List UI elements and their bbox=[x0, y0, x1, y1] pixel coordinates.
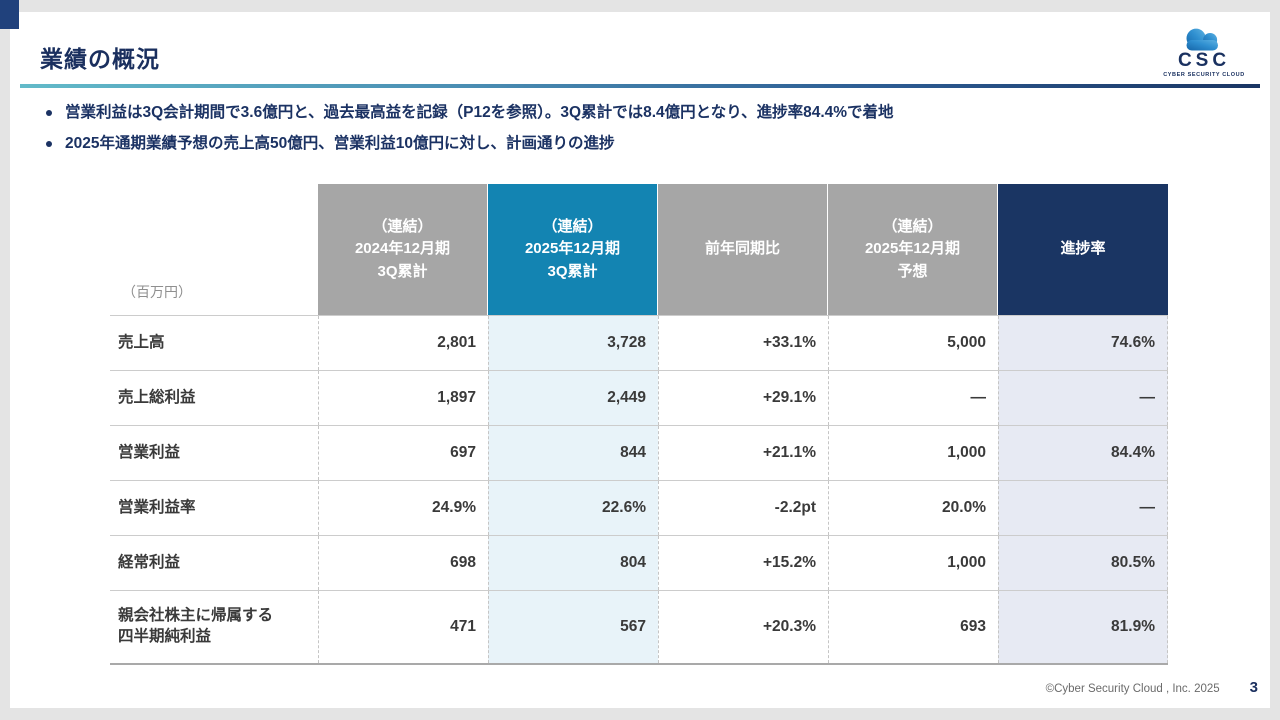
row-label: 売上総利益 bbox=[118, 388, 196, 406]
cell-value: 1,000 bbox=[828, 426, 998, 480]
financial-results-table: （百万円） （連結） 2024年12月期 3Q累計 （連結） 2025年12月期… bbox=[110, 184, 1168, 665]
cell-value: 3,728 bbox=[488, 316, 658, 370]
cell-value: 698 bbox=[318, 536, 488, 590]
cell-value: 84.4% bbox=[998, 426, 1168, 480]
bullet-text: 営業利益は3Q会計期間で3.6億円と、過去最高益を記録（P12を参照）。3Q累計… bbox=[65, 104, 894, 121]
slide: 業績の概況 CSC CYBER SECURITY CLOUD 営業利益は3Q会計… bbox=[10, 12, 1270, 708]
bullet-dot bbox=[46, 141, 52, 147]
bullet-item: 2025年通期業績予想の売上高50億円、営業利益10億円に対し、計画通りの進捗 bbox=[40, 133, 894, 155]
cell-value: +29.1% bbox=[658, 371, 828, 425]
cell-value: 804 bbox=[488, 536, 658, 590]
page-title: 業績の概況 bbox=[40, 46, 160, 72]
row-label: 営業利益 bbox=[118, 443, 181, 461]
cell-value: 1,897 bbox=[318, 371, 488, 425]
row-label: 親会社株主に帰属する 四半期純利益 bbox=[118, 607, 274, 645]
column-header-yoy: 前年同期比 bbox=[658, 184, 828, 315]
table-row: 営業利益率 24.9% 22.6% -2.2pt 20.0% — bbox=[110, 480, 1168, 535]
table-row: 売上総利益 1,897 2,449 +29.1% — — bbox=[110, 370, 1168, 425]
cell-value: -2.2pt bbox=[658, 481, 828, 535]
cell-value: 74.6% bbox=[998, 316, 1168, 370]
cell-value: 1,000 bbox=[828, 536, 998, 590]
cell-value: 24.9% bbox=[318, 481, 488, 535]
table-row: 親会社株主に帰属する 四半期純利益 471 567 +20.3% 693 81.… bbox=[110, 590, 1168, 665]
cell-value: 693 bbox=[828, 591, 998, 663]
cell-value: 5,000 bbox=[828, 316, 998, 370]
corner-accent-square bbox=[0, 0, 19, 29]
company-logo: CSC CYBER SECURITY CLOUD bbox=[1162, 26, 1246, 78]
bullet-text: 2025年通期業績予想の売上高50億円、営業利益10億円に対し、計画通りの進捗 bbox=[65, 135, 615, 152]
cell-value: 844 bbox=[488, 426, 658, 480]
cell-value: +15.2% bbox=[658, 536, 828, 590]
unit-label: （百万円） bbox=[110, 184, 318, 315]
logo-text: CSC bbox=[1177, 50, 1231, 71]
cell-value: +33.1% bbox=[658, 316, 828, 370]
column-header-2025-3q: （連結） 2025年12月期 3Q累計 bbox=[488, 184, 658, 315]
cell-value: — bbox=[828, 371, 998, 425]
cloud-icon bbox=[1186, 28, 1218, 51]
summary-bullets: 営業利益は3Q会計期間で3.6億円と、過去最高益を記録（P12を参照）。3Q累計… bbox=[40, 102, 894, 164]
cell-value: 20.0% bbox=[828, 481, 998, 535]
page-number: 3 bbox=[1249, 679, 1258, 696]
table-row: 売上高 2,801 3,728 +33.1% 5,000 74.6% bbox=[110, 315, 1168, 370]
table-row: 経常利益 698 804 +15.2% 1,000 80.5% bbox=[110, 535, 1168, 590]
cell-value: 2,449 bbox=[488, 371, 658, 425]
row-label: 経常利益 bbox=[118, 553, 181, 571]
cell-value: — bbox=[998, 481, 1168, 535]
cell-value: 81.9% bbox=[998, 591, 1168, 663]
column-header-forecast: （連結） 2025年12月期 予想 bbox=[828, 184, 998, 315]
cell-value: 697 bbox=[318, 426, 488, 480]
cell-value: +20.3% bbox=[658, 591, 828, 663]
table-row: 営業利益 697 844 +21.1% 1,000 84.4% bbox=[110, 425, 1168, 480]
column-header-2024-3q: （連結） 2024年12月期 3Q累計 bbox=[318, 184, 488, 315]
cell-value: +21.1% bbox=[658, 426, 828, 480]
cell-value: 80.5% bbox=[998, 536, 1168, 590]
column-header-progress: 進捗率 bbox=[998, 184, 1168, 315]
table-header-row: （百万円） （連結） 2024年12月期 3Q累計 （連結） 2025年12月期… bbox=[110, 184, 1168, 315]
cell-value: 22.6% bbox=[488, 481, 658, 535]
bullet-item: 営業利益は3Q会計期間で3.6億円と、過去最高益を記録（P12を参照）。3Q累計… bbox=[40, 102, 894, 124]
row-label: 売上高 bbox=[118, 333, 165, 351]
title-underline bbox=[20, 84, 1260, 88]
bullet-dot bbox=[46, 110, 52, 116]
cell-value: 567 bbox=[488, 591, 658, 663]
slide-footer: ©Cyber Security Cloud , Inc. 2025 3 bbox=[1046, 679, 1258, 696]
row-label: 営業利益率 bbox=[118, 498, 196, 516]
cell-value: 2,801 bbox=[318, 316, 488, 370]
copyright-text: ©Cyber Security Cloud , Inc. 2025 bbox=[1045, 683, 1220, 695]
cell-value: — bbox=[998, 371, 1168, 425]
cell-value: 471 bbox=[318, 591, 488, 663]
logo-caption: CYBER SECURITY CLOUD bbox=[1163, 72, 1245, 78]
